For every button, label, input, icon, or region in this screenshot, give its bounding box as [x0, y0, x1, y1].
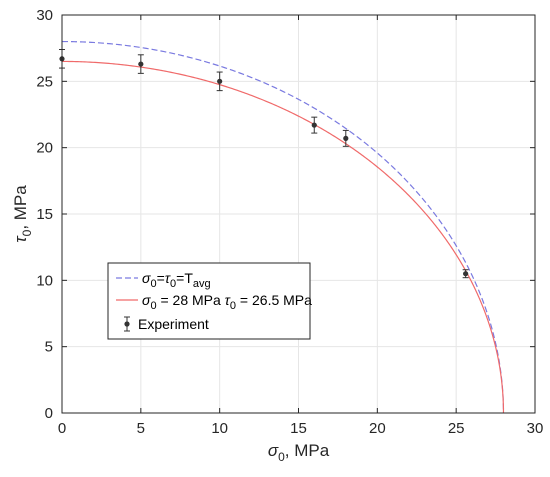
- legend-label-experiment: Experiment: [138, 316, 209, 332]
- y-axis-title: τ0, MPa: [11, 185, 34, 243]
- experiment-point: [342, 129, 349, 147]
- legend-label-part: =: [157, 270, 165, 286]
- y-tick-label: 5: [45, 339, 53, 356]
- legend-label-part: 0: [150, 300, 156, 312]
- legend-point: [124, 321, 130, 327]
- experiment-point: [216, 71, 223, 92]
- legend-label-part: σ: [142, 292, 151, 308]
- curve-theoretical: [61, 60, 505, 414]
- y-tick-label: 30: [36, 7, 53, 24]
- data-point: [343, 135, 349, 141]
- legend-label-part: = 28 MPa: [157, 292, 225, 308]
- axis-title-unit: , MPa: [11, 185, 30, 230]
- axis-title-symbol: τ: [11, 235, 30, 243]
- legend-label-average: σ0=τ0=Tavg: [142, 270, 211, 290]
- legend-label-part: 0: [170, 278, 176, 290]
- curves: [61, 40, 505, 414]
- x-tick-label: 5: [137, 420, 145, 437]
- data-point: [138, 61, 144, 67]
- experiment-point: [137, 54, 144, 74]
- legend-swatch-experiment: [124, 316, 130, 332]
- legend-label-theoretical: σ0 = 28 MPa τ0 = 26.5 MPa: [142, 292, 312, 312]
- tick-labels: 0 5 10 15 20 25 30 0 5 10 15 20 25 30: [36, 7, 543, 437]
- data-point: [463, 271, 469, 277]
- data-point: [217, 78, 223, 84]
- axis-title-subscript: 0: [278, 450, 285, 464]
- x-tick-label: 30: [527, 420, 544, 437]
- x-tick-label: 0: [58, 420, 66, 437]
- legend-label-part: avg: [193, 278, 211, 290]
- legend-label-part: = 26.5 MPa: [236, 292, 312, 308]
- y-tick-label: 25: [36, 73, 53, 90]
- y-tick-label: 15: [36, 206, 53, 223]
- legend-label-part: τ: [225, 292, 231, 308]
- legend-label-part: =T: [176, 270, 193, 286]
- experiment-points: [59, 48, 469, 279]
- curve-average: [61, 40, 505, 414]
- legend-label-part: 0: [230, 300, 236, 312]
- x-axis-title: σ0, MPa: [268, 441, 330, 464]
- axes-frame: [61, 14, 536, 414]
- y-tick-label: 10: [36, 272, 53, 289]
- axis-title-subscript: 0: [20, 229, 34, 236]
- y-tick-label: 20: [36, 140, 53, 157]
- experiment-point: [311, 116, 318, 134]
- grid: [61, 14, 536, 414]
- data-point: [311, 122, 317, 128]
- experiment-point: [462, 269, 469, 279]
- y-tick-label: 0: [45, 405, 53, 422]
- legend-label-part: 0: [150, 278, 156, 290]
- x-tick-label: 10: [211, 420, 228, 437]
- x-tick-label: 15: [290, 420, 307, 437]
- axis-title-symbol: σ: [268, 441, 279, 460]
- legend-box: [107, 262, 311, 340]
- axis-title-unit: , MPa: [285, 441, 330, 460]
- legend-label-part: σ: [142, 270, 151, 286]
- x-tick-label: 25: [448, 420, 465, 437]
- x-tick-label: 20: [369, 420, 386, 437]
- legend-label-part: τ: [165, 270, 171, 286]
